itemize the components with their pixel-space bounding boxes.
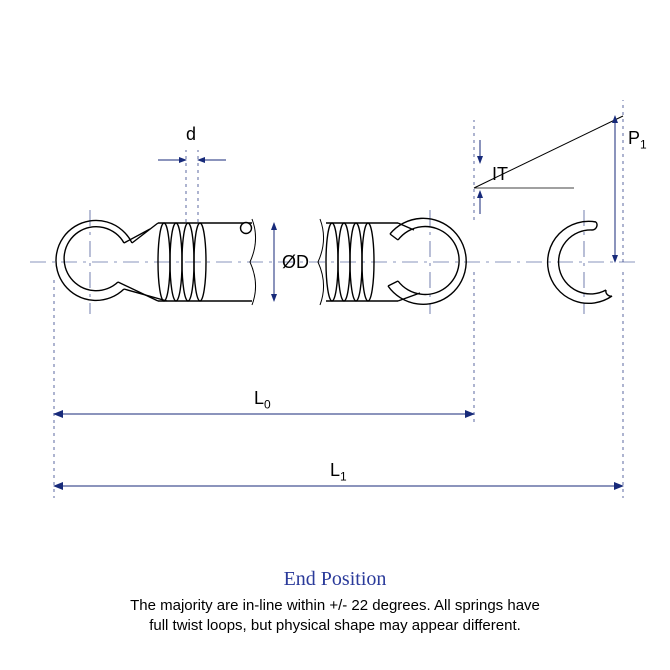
- side-view-hook: [548, 221, 612, 303]
- label-D: ØD: [282, 252, 309, 273]
- diagram-title: End Position: [0, 568, 670, 591]
- left-hook: [56, 220, 167, 301]
- diagram-caption: The majority are in-line within +/- 22 d…: [0, 596, 670, 637]
- label-L0: L0: [254, 388, 271, 412]
- dimension-d: [158, 150, 226, 222]
- label-L1: L1: [330, 460, 347, 484]
- label-IT: IT: [492, 164, 508, 185]
- label-P1: P1: [628, 128, 647, 152]
- dimension-P1: [615, 100, 623, 262]
- label-d: d: [186, 124, 196, 145]
- right-hook: [388, 218, 466, 304]
